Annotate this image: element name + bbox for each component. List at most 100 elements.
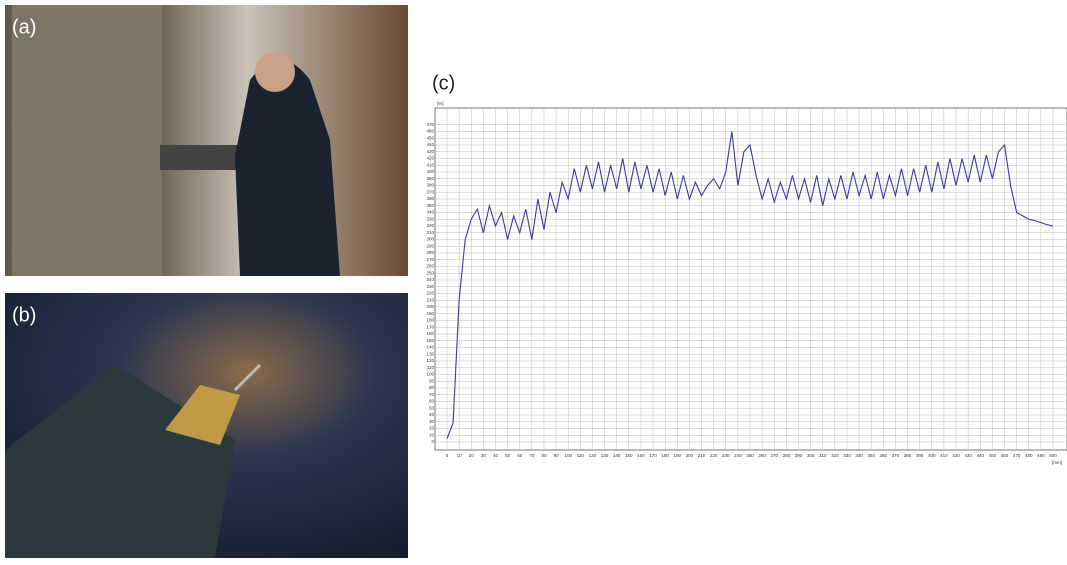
x-tick-label: 70 (529, 453, 535, 458)
x-tick-label: 260 (758, 453, 766, 458)
x-tick-label: 90 (554, 453, 560, 458)
x-tick-label: 160 (637, 453, 645, 458)
y-tick-label: 320 (426, 223, 434, 228)
x-tick-label: 220 (710, 453, 718, 458)
plot-frame (434, 107, 1067, 451)
y-tick-label: 120 (426, 358, 434, 363)
x-tick-label: 480 (1025, 453, 1033, 458)
y-tick-label: 10 (429, 432, 435, 437)
y-tick-label: 280 (426, 250, 434, 255)
y-tick-label: 100 (426, 372, 434, 377)
y-tick-label: 30 (429, 419, 435, 424)
x-tick-label: 120 (589, 453, 597, 458)
data-line (446, 131, 1054, 439)
y-tick-label: 200 (426, 304, 434, 309)
y-tick-label: 430 (426, 149, 434, 154)
y-tick-label: 290 (426, 243, 434, 248)
x-tick-label: 330 (843, 453, 851, 458)
y-tick-label: 390 (426, 176, 434, 181)
y-tick-label: 0 (431, 439, 434, 444)
x-tick-label: 490 (1037, 453, 1045, 458)
y-tick-label: 350 (426, 203, 434, 208)
x-tick-label: 270 (770, 453, 778, 458)
x-tick-label: 310 (819, 453, 827, 458)
y-tick-label: 150 (426, 338, 434, 343)
x-tick-label: 240 (734, 453, 742, 458)
x-tick-label: 50 (505, 453, 511, 458)
y-tick-label: 160 (426, 331, 434, 336)
y-tick-label: 380 (426, 183, 434, 188)
x-tick-label: 210 (698, 453, 706, 458)
x-tick-label: 80 (541, 453, 547, 458)
x-tick-label: 440 (977, 453, 985, 458)
y-tick-label: 400 (426, 169, 434, 174)
x-tick-label: 340 (855, 453, 863, 458)
y-tick-label: 440 (426, 142, 434, 147)
y-tick-label: 260 (426, 264, 434, 269)
x-tick-label: 500 (1049, 453, 1057, 458)
x-tick-label: 150 (625, 453, 633, 458)
y-tick-label: 40 (429, 412, 435, 417)
y-tick-label: 20 (429, 426, 435, 431)
y-tick-label: 410 (426, 162, 434, 167)
x-tick-label: 170 (649, 453, 657, 458)
x-tick-label: 360 (880, 453, 888, 458)
y-tick-label: 130 (426, 351, 434, 356)
x-tick-label: 300 (807, 453, 815, 458)
y-tick-label: 80 (429, 385, 435, 390)
x-tick-label: 400 (928, 453, 936, 458)
y-tick-label: 90 (429, 378, 435, 383)
y-tick-label: 240 (426, 277, 434, 282)
x-tick-label: 420 (952, 453, 960, 458)
y-tick-label: 360 (426, 196, 434, 201)
y-tick-label: 470 (426, 122, 434, 127)
y-tick-label: 460 (426, 129, 434, 134)
x-axis-label: [mm] (1052, 460, 1062, 465)
x-tick-label: 250 (746, 453, 754, 458)
x-tick-label: 320 (831, 453, 839, 458)
x-tick-label: 460 (1001, 453, 1009, 458)
y-tick-label: 110 (427, 365, 435, 370)
panel-label: (b) (12, 304, 36, 326)
photo-b (5, 293, 408, 558)
x-tick-label: 130 (601, 453, 609, 458)
y-tick-label: 180 (426, 318, 434, 323)
y-tick-label: 190 (426, 311, 434, 316)
y-tick-label: 450 (426, 135, 434, 140)
x-tick-label: 380 (904, 453, 912, 458)
x-tick-label: 230 (722, 453, 730, 458)
x-tick-label: 0 (446, 453, 449, 458)
x-tick-label: 30 (481, 453, 487, 458)
x-tick-label: 60 (517, 453, 523, 458)
y-tick-label: 310 (426, 230, 434, 235)
x-tick-label: 350 (867, 453, 875, 458)
x-tick-label: 190 (674, 453, 682, 458)
x-tick-label: 450 (989, 453, 997, 458)
y-tick-label: 140 (426, 345, 434, 350)
y-tick-label: 250 (426, 270, 434, 275)
y-tick-label: 270 (426, 257, 434, 262)
x-tick-label: 430 (964, 453, 972, 458)
y-tick-label: 70 (429, 392, 435, 397)
x-tick-label: 10 (457, 453, 463, 458)
y-axis-label: [%] (437, 101, 444, 106)
y-tick-label: 300 (426, 237, 434, 242)
x-tick-label: 140 (613, 453, 621, 458)
x-tick-label: 280 (783, 453, 791, 458)
y-tick-label: 60 (429, 399, 435, 404)
x-tick-label: 110 (577, 453, 585, 458)
y-tick-label: 330 (426, 216, 434, 221)
y-tick-label: 220 (426, 291, 434, 296)
x-tick-label: 40 (493, 453, 499, 458)
x-tick-label: 100 (564, 453, 572, 458)
panel-label: (c) (432, 72, 455, 94)
y-tick-label: 170 (426, 324, 434, 329)
x-tick-label: 180 (661, 453, 669, 458)
x-tick-label: 470 (1013, 453, 1021, 458)
y-tick-label: 340 (426, 210, 434, 215)
x-tick-label: 200 (686, 453, 694, 458)
y-tick-label: 230 (426, 284, 434, 289)
photo-a (5, 5, 408, 276)
x-tick-label: 390 (916, 453, 924, 458)
